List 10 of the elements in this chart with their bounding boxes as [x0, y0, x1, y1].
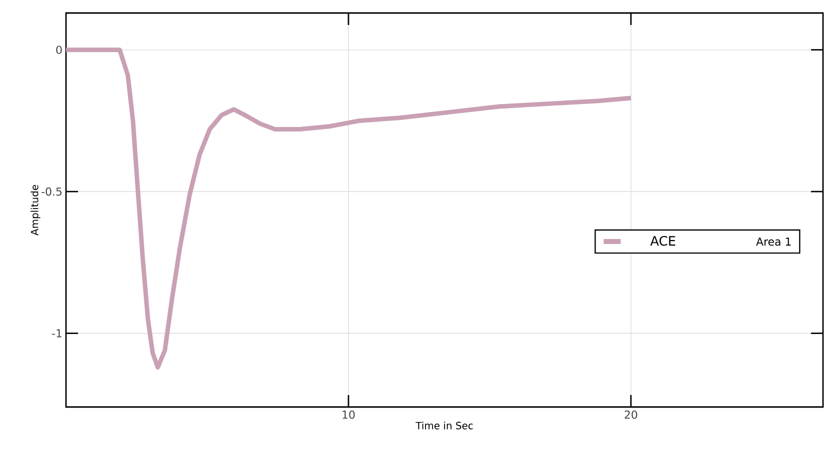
y-tick-label: -0.5	[42, 187, 62, 196]
legend-label: ACE	[650, 236, 676, 246]
y-tick-label: -1	[52, 329, 62, 338]
legend-title: Area 1	[756, 238, 791, 246]
x-axis-title: Time in Sec	[416, 422, 473, 430]
x-tick-label: 10	[342, 410, 355, 419]
x-tick-label: 20	[624, 410, 638, 419]
y-tick-label: 0	[56, 46, 62, 54]
line-series	[66, 48, 634, 370]
y-axis-title: Amplitude	[30, 184, 40, 236]
